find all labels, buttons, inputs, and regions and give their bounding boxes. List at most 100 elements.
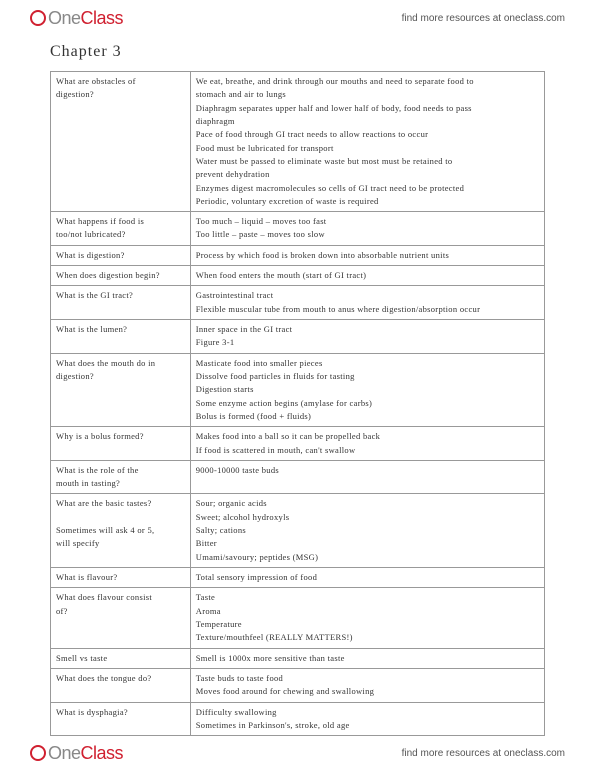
answer-line: Process by which food is broken down int… bbox=[196, 249, 539, 261]
answer-cell: Makes food into a ball so it can be prop… bbox=[190, 427, 544, 461]
logo-text-one: One bbox=[48, 743, 81, 764]
table-row: What does the mouth do indigestion?Masti… bbox=[51, 353, 545, 427]
answer-line: Difficulty swallowing bbox=[196, 706, 539, 718]
footer-resources-link[interactable]: find more resources at oneclass.com bbox=[402, 748, 565, 759]
table-row: What is digestion? Process by which food … bbox=[51, 245, 545, 265]
answer-line: Sweet; alcohol hydroxyls bbox=[196, 511, 539, 523]
question-line bbox=[56, 511, 185, 523]
answer-line: Umami/savoury; peptides (MSG) bbox=[196, 551, 539, 563]
table-row: What is the role of themouth in tasting?… bbox=[51, 460, 545, 494]
answer-cell: Smell is 1000x more sensitive than taste bbox=[190, 648, 544, 668]
table-row: What is dysphagia?Difficulty swallowingS… bbox=[51, 702, 545, 736]
question-line: mouth in tasting? bbox=[56, 477, 185, 489]
answer-cell: Difficulty swallowingSometimes in Parkin… bbox=[190, 702, 544, 736]
answer-cell: Gastrointestinal tractFlexible muscular … bbox=[190, 286, 544, 320]
question-line: What happens if food is bbox=[56, 215, 185, 227]
answer-line: Inner space in the GI tract bbox=[196, 323, 539, 335]
answer-line: We eat, breathe, and drink through our m… bbox=[196, 75, 539, 87]
answer-line: Water must be passed to eliminate waste … bbox=[196, 155, 539, 167]
answer-cell: Inner space in the GI tractFigure 3-1 bbox=[190, 320, 544, 354]
question-cell: What does the mouth do indigestion? bbox=[51, 353, 191, 427]
answer-cell: When food enters the mouth (start of GI … bbox=[190, 266, 544, 286]
answer-cell: 9000-10000 taste buds bbox=[190, 460, 544, 494]
answer-line: Total sensory impression of food bbox=[196, 571, 539, 583]
question-cell: Why is a bolus formed? bbox=[51, 427, 191, 461]
question-cell: Smell vs taste bbox=[51, 648, 191, 668]
answer-line: Aroma bbox=[196, 605, 539, 617]
answer-cell: Total sensory impression of food bbox=[190, 568, 544, 588]
answer-cell: Masticate food into smaller piecesDissol… bbox=[190, 353, 544, 427]
question-cell: What is flavour? bbox=[51, 568, 191, 588]
table-row: What is the GI tract? Gastrointestinal tr… bbox=[51, 286, 545, 320]
answer-line: Texture/mouthfeel (REALLY MATTERS!) bbox=[196, 631, 539, 643]
answer-line: Some enzyme action begins (amylase for c… bbox=[196, 397, 539, 409]
question-cell: What happens if food istoo/not lubricate… bbox=[51, 212, 191, 246]
question-line: What does the tongue do? bbox=[56, 672, 185, 684]
answer-line: prevent dehydration bbox=[196, 168, 539, 180]
answer-line: Moves food around for chewing and swallo… bbox=[196, 685, 539, 697]
table-row: What does flavour consistof?TasteAromaTe… bbox=[51, 588, 545, 648]
question-line: digestion? bbox=[56, 370, 185, 382]
question-cell: What is the GI tract? bbox=[51, 286, 191, 320]
question-cell: What is dysphagia? bbox=[51, 702, 191, 736]
question-cell: What does flavour consistof? bbox=[51, 588, 191, 648]
question-cell: What is digestion? bbox=[51, 245, 191, 265]
question-line: What is the lumen? bbox=[56, 323, 185, 335]
question-line: What is the GI tract? bbox=[56, 289, 185, 301]
question-line: When does digestion begin? bbox=[56, 269, 185, 281]
brand-logo-footer: One Class bbox=[30, 743, 123, 764]
table-row: What are the basic tastes? Sometimes wil… bbox=[51, 494, 545, 568]
answer-line: Temperature bbox=[196, 618, 539, 630]
brand-logo: One Class bbox=[30, 8, 123, 29]
question-cell: What are obstacles ofdigestion? bbox=[51, 72, 191, 212]
notes-table: What are obstacles ofdigestion?We eat, b… bbox=[50, 71, 545, 736]
logo-text-class: Class bbox=[81, 8, 124, 29]
answer-line: Smell is 1000x more sensitive than taste bbox=[196, 652, 539, 664]
answer-line: Digestion starts bbox=[196, 383, 539, 395]
logo-text-one: One bbox=[48, 8, 81, 29]
answer-cell: Taste AromaTemperatureTexture/mouthfeel (… bbox=[190, 588, 544, 648]
logo-text-class: Class bbox=[81, 743, 124, 764]
header-resources-link[interactable]: find more resources at oneclass.com bbox=[402, 13, 565, 24]
answer-line: Taste bbox=[196, 591, 539, 603]
answer-line: Sometimes in Parkinson's, stroke, old ag… bbox=[196, 719, 539, 731]
answer-line: stomach and air to lungs bbox=[196, 88, 539, 100]
answer-line: Bolus is formed (food + fluids) bbox=[196, 410, 539, 422]
answer-cell: Taste buds to taste foodMoves food aroun… bbox=[190, 668, 544, 702]
answer-cell: Sour; organic acidsSweet; alcohol hydrox… bbox=[190, 494, 544, 568]
logo-circle-icon bbox=[30, 745, 46, 761]
question-line: What are obstacles of bbox=[56, 75, 185, 87]
page-footer: One Class find more resources at oneclas… bbox=[0, 743, 595, 764]
question-line: will specify bbox=[56, 537, 185, 549]
table-row: When does digestion begin? When food ente… bbox=[51, 266, 545, 286]
answer-line: Periodic, voluntary excretion of waste i… bbox=[196, 195, 539, 207]
answer-line: Figure 3-1 bbox=[196, 336, 539, 348]
answer-line: Food must be lubricated for transport bbox=[196, 142, 539, 154]
answer-line: If food is scattered in mouth, can't swa… bbox=[196, 444, 539, 456]
question-line: What is the role of the bbox=[56, 464, 185, 476]
table-row: What are obstacles ofdigestion? We eat, b… bbox=[51, 72, 545, 212]
answer-line: Dissolve food particles in fluids for ta… bbox=[196, 370, 539, 382]
answer-line: Makes food into a ball so it can be prop… bbox=[196, 430, 539, 442]
table-row: What happens if food istoo/not lubricate… bbox=[51, 212, 545, 246]
answer-line: Taste buds to taste food bbox=[196, 672, 539, 684]
question-line: Smell vs taste bbox=[56, 652, 185, 664]
answer-cell: We eat, breathe, and drink through our m… bbox=[190, 72, 544, 212]
answer-line: 9000-10000 taste buds bbox=[196, 464, 539, 476]
question-line: too/not lubricated? bbox=[56, 228, 185, 240]
answer-line: Pace of food through GI tract needs to a… bbox=[196, 128, 539, 140]
question-line: digestion? bbox=[56, 88, 185, 100]
answer-line: Too much – liquid – moves too fast bbox=[196, 215, 539, 227]
answer-line: When food enters the mouth (start of GI … bbox=[196, 269, 539, 281]
answer-line: Bitter bbox=[196, 537, 539, 549]
question-cell: When does digestion begin? bbox=[51, 266, 191, 286]
answer-line: Diaphragm separates upper half and lower… bbox=[196, 102, 539, 114]
table-row: What does the tongue do? Taste buds to ta… bbox=[51, 668, 545, 702]
answer-line: Salty; cations bbox=[196, 524, 539, 536]
answer-line: Masticate food into smaller pieces bbox=[196, 357, 539, 369]
logo-circle-icon bbox=[30, 10, 46, 26]
answer-line: Gastrointestinal tract bbox=[196, 289, 539, 301]
table-row: What is flavour? Total sensory impression… bbox=[51, 568, 545, 588]
table-row: Why is a bolus formed? Makes food into a … bbox=[51, 427, 545, 461]
question-line: What are the basic tastes? bbox=[56, 497, 185, 509]
